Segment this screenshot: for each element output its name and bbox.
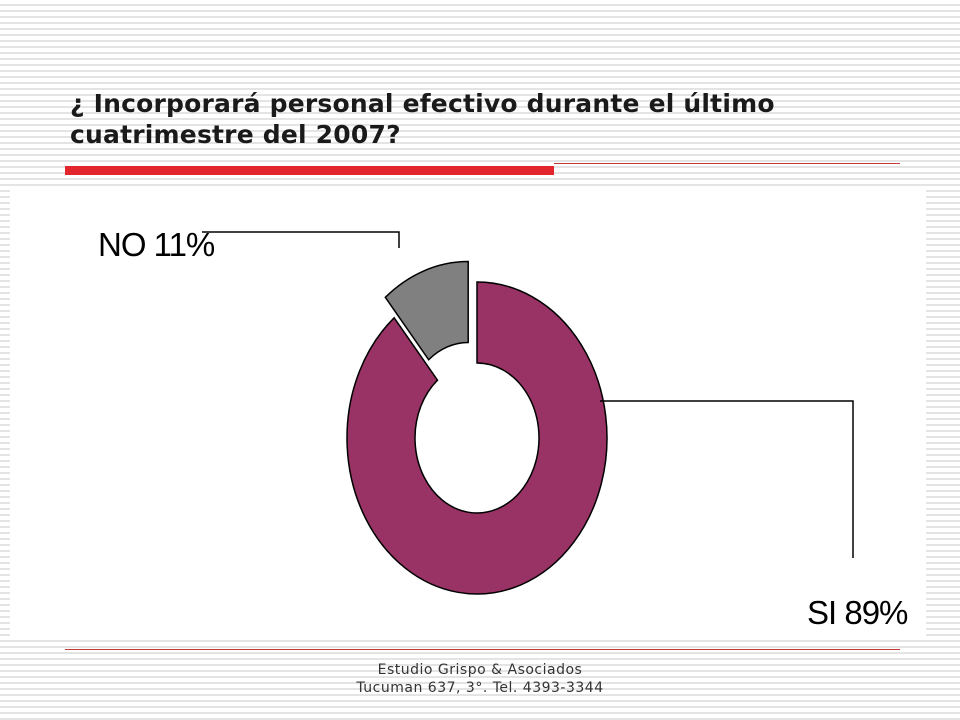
title-divider-line [554, 163, 900, 164]
leader-line-si [600, 400, 854, 558]
data-label-si: SI 89% [807, 594, 908, 631]
leader-line-no [202, 231, 400, 248]
slide-title: ¿ Incorporará personal efectivo durante … [70, 89, 775, 149]
chart-panel: NO 11% SI 89% [10, 190, 926, 638]
footer-divider-line [65, 649, 900, 650]
data-label-no: NO 11% [98, 226, 215, 263]
doughnut-chart: NO 11% SI 89% [98, 226, 909, 631]
slice-si [346, 281, 608, 595]
footer: Estudio Grispo & Asociados Tucuman 637, … [0, 661, 960, 697]
slice-no [384, 260, 469, 361]
footer-address: Tucuman 637, 3°. Tel. 4393-3344 [356, 680, 604, 696]
footer-company: Estudio Grispo & Asociados [377, 662, 583, 678]
title-accent-bar [65, 166, 554, 175]
